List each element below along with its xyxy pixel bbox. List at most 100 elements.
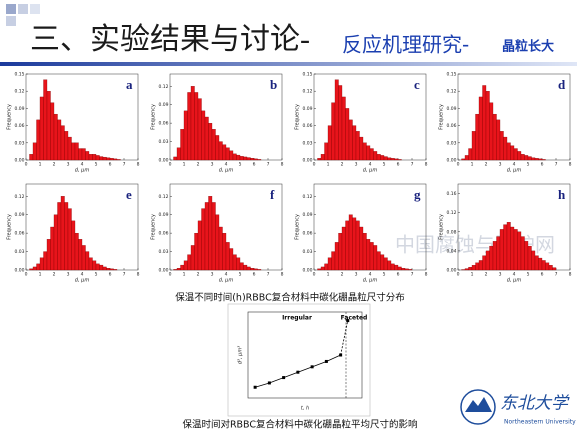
x-tick-label: 2 — [341, 272, 344, 278]
bar — [39, 257, 44, 271]
x-axis-label: d, μm — [363, 278, 378, 284]
bar — [366, 145, 371, 161]
y-tick-label: 0.09 — [302, 212, 312, 218]
x-tick-label: 3 — [211, 162, 214, 168]
x-tick-label: 7 — [411, 272, 414, 278]
bar — [190, 245, 195, 271]
x-tick-label: 2 — [485, 162, 488, 168]
x-tick-label: 8 — [281, 272, 284, 278]
bar — [341, 96, 346, 161]
y-tick-label: 0.09 — [14, 212, 24, 218]
bar — [74, 142, 79, 161]
x-tick-label: 2 — [53, 162, 56, 168]
bar — [517, 231, 522, 271]
bar — [67, 136, 72, 161]
x-tick-label: 7 — [555, 272, 558, 278]
x-tick-label: 4 — [225, 272, 228, 278]
bar — [520, 236, 525, 271]
x-tick-label: 5 — [95, 272, 98, 278]
y-tick-label: 0.09 — [302, 106, 312, 112]
x-tick-label: 0 — [169, 272, 172, 278]
x-tick-label: 0 — [457, 162, 460, 168]
bar — [334, 242, 339, 271]
x-tick-label: 3 — [499, 162, 502, 168]
y-tick-label: 0.00 — [14, 268, 24, 274]
bar — [513, 148, 518, 161]
bar — [317, 158, 322, 161]
bar — [506, 142, 511, 161]
x-tick-label: 5 — [383, 272, 386, 278]
bar — [246, 157, 251, 161]
x-tick-label: 5 — [527, 162, 530, 168]
y-axis-label: Frequency — [7, 104, 13, 130]
y-tick-label: 0.00 — [446, 268, 456, 274]
bar — [355, 131, 360, 161]
bar — [541, 260, 546, 271]
y-tick-label: 0.04 — [446, 248, 456, 254]
bar — [102, 266, 107, 271]
x-tick-label: 2 — [53, 272, 56, 278]
bar — [317, 268, 322, 271]
bar — [85, 251, 90, 271]
bar — [60, 125, 65, 161]
bar — [331, 102, 336, 161]
bar — [496, 236, 501, 271]
x-tick-label: 0 — [313, 162, 316, 168]
panel-label: c — [414, 77, 420, 92]
logo-name: 东北大学 — [500, 394, 570, 414]
x-tick-label: 4 — [369, 162, 372, 168]
y-tick-label: 0.00 — [446, 158, 456, 164]
bar — [218, 226, 223, 271]
bar — [116, 159, 121, 161]
bar — [520, 154, 525, 161]
y-axis-label: Frequency — [439, 214, 445, 240]
bar — [513, 229, 518, 271]
x-tick-label: 0 — [313, 272, 316, 278]
panel-label: d — [558, 77, 566, 92]
bar — [362, 142, 367, 161]
bar — [331, 251, 336, 271]
bar — [92, 154, 97, 161]
bar — [373, 245, 378, 271]
bar — [88, 154, 93, 161]
bar — [113, 269, 118, 271]
bar — [180, 129, 185, 161]
bar — [57, 119, 62, 161]
x-axis-label: d, μm — [507, 168, 522, 174]
bar — [524, 155, 529, 161]
bar — [95, 263, 100, 271]
bar — [39, 96, 44, 161]
bar — [373, 151, 378, 161]
x-tick-label: 8 — [569, 272, 572, 278]
x-tick-label: 5 — [239, 272, 242, 278]
y-tick-label: 0.06 — [14, 231, 24, 237]
bar — [390, 263, 395, 271]
y-tick-label: 0.00 — [302, 158, 312, 164]
bar — [64, 202, 69, 271]
y-tick-label: 0.12 — [446, 89, 456, 95]
x-tick-label: 7 — [123, 272, 126, 278]
x-tick-label: 5 — [239, 162, 242, 168]
bar — [408, 269, 413, 271]
bar — [524, 241, 529, 271]
bar — [57, 202, 62, 271]
bar — [471, 131, 476, 161]
x-tick-label: 7 — [267, 272, 270, 278]
bar — [246, 266, 251, 271]
bar — [43, 79, 48, 161]
y-tick-label: 0.15 — [302, 72, 312, 78]
bar — [229, 248, 234, 271]
point — [253, 385, 257, 389]
bar — [341, 226, 346, 271]
bar — [475, 113, 480, 161]
y-tick-label: 0.03 — [158, 249, 168, 255]
bar — [95, 155, 100, 161]
bar — [348, 214, 353, 271]
x-tick-label: 4 — [513, 272, 516, 278]
bar — [173, 156, 178, 161]
bar — [397, 266, 402, 271]
bar — [180, 264, 185, 271]
y-axis-label: Frequency — [295, 104, 301, 130]
bar — [211, 129, 216, 161]
y-tick-label: 0.08 — [446, 229, 456, 235]
